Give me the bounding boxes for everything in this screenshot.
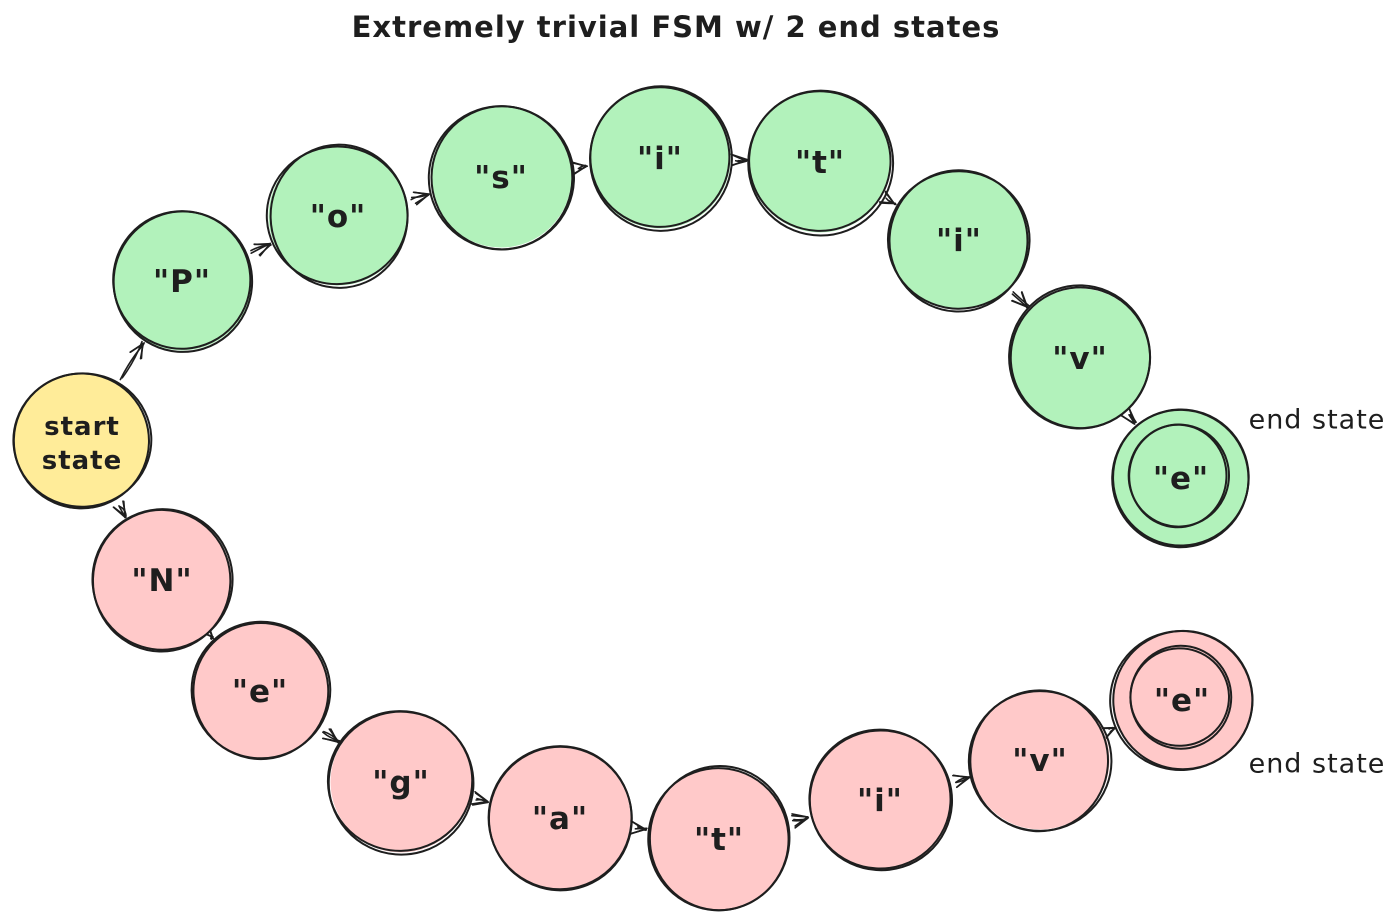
state-fill-neg-N	[92, 510, 232, 650]
state-label-pos-P: "P"	[153, 264, 211, 300]
edge-pos-i1-to-pos-t-arrowhead-icon	[730, 153, 748, 161]
edge-start-to-neg-N-arrowhead-icon	[122, 500, 127, 518]
state-label-pos-t: "t"	[795, 145, 845, 181]
edge-pos-i2-to-pos-v-arrowhead-icon	[1011, 300, 1030, 309]
edge-neg-g-to-neg-a-arrowhead-icon	[474, 792, 489, 803]
edge-neg-i-to-neg-v-arrowhead-icon	[956, 776, 970, 788]
edge-neg-g-to-neg-a-arrowhead-icon	[470, 800, 489, 805]
state-fill-pos-o	[268, 146, 408, 286]
state-circle-neg-t	[647, 767, 790, 912]
edge-pos-i2-to-pos-v-arrowhead-icon	[1020, 291, 1028, 309]
end-state-label-positive: end state	[1248, 404, 1386, 436]
state-fill-pos-P	[112, 211, 252, 351]
edge-neg-t-to-neg-i-arrowhead-icon	[791, 813, 809, 818]
state-circle-neg-g	[326, 710, 474, 852]
state-circle-pos-i2	[888, 169, 1029, 313]
state-circle-pos-v	[1009, 286, 1152, 430]
edge-neg-N-to-neg-e1	[210, 637, 213, 641]
state-label-neg-v: "v"	[1012, 743, 1068, 779]
edge-pos-o-to-pos-s-arrowhead-icon	[412, 191, 430, 195]
edge-pos-t-to-pos-i2-arrowhead-icon	[879, 202, 897, 205]
edge-pos-v-to-pos-e-end-arrowhead-icon	[1128, 406, 1135, 424]
state-label-neg-a: "a"	[532, 801, 588, 837]
state-label-start: start state	[42, 412, 123, 476]
edge-neg-g-to-neg-a-arrowhead-icon	[471, 801, 489, 806]
edge-start-to-neg-N-arrowhead-icon	[112, 506, 127, 519]
edge-neg-t-to-neg-i-arrowhead-icon	[794, 816, 809, 827]
state-fill-neg-g	[330, 711, 472, 853]
state-circle-neg-N	[91, 508, 234, 651]
edge-neg-a-to-neg-t-arrowhead-icon	[629, 827, 648, 835]
edge-pos-s-to-pos-i1-arrowhead-icon	[570, 161, 589, 167]
state-circle-start	[12, 372, 153, 508]
edge-pos-o-to-pos-s	[410, 194, 429, 199]
state-circle-neg-i	[808, 728, 952, 870]
edge-pos-P-to-pos-o-arrowhead-icon	[253, 242, 272, 246]
end-state-label-negative: end state	[1248, 748, 1386, 780]
edge-start-to-pos-P	[119, 343, 145, 381]
edge-pos-v-to-pos-e-end-arrowhead-icon	[1119, 413, 1135, 425]
edge-neg-t-to-neg-i-arrowhead-icon	[794, 816, 810, 829]
state-circle-pos-s	[427, 105, 575, 251]
state-circle-pos-i1	[589, 85, 733, 232]
state-fill-neg-a	[489, 747, 631, 889]
state-label-neg-i: "i"	[857, 783, 903, 819]
state-label-neg-e-end: "e"	[1154, 683, 1210, 719]
edge-pos-i2-to-pos-v	[1012, 291, 1030, 307]
diagram-title: Extremely trivial FSM w/ 2 end states	[351, 10, 1001, 44]
state-label-pos-i1: "i"	[637, 141, 683, 177]
edge-pos-o-to-pos-s-arrowhead-icon	[414, 194, 430, 205]
state-fill-pos-v	[1010, 288, 1150, 428]
state-circle-neg-v	[967, 690, 1113, 832]
state-circle-neg-e1	[192, 621, 330, 761]
edge-start-to-pos-P-arrowhead-icon	[140, 342, 144, 360]
state-circle-neg-a	[487, 745, 633, 891]
edge-neg-a-to-neg-t-arrowhead-icon	[630, 819, 646, 832]
state-circle-pos-o	[269, 143, 409, 289]
state-circle-pos-t	[747, 89, 895, 237]
state-fill-pos-i1	[589, 87, 731, 229]
state-fill-neg-v	[970, 690, 1110, 830]
edge-neg-e1-to-neg-g-arrowhead-icon	[321, 737, 341, 743]
state-fill-pos-t	[749, 91, 891, 233]
state-inner-circle-pos-e-end	[1127, 423, 1230, 528]
state-fill-neg-i	[809, 729, 951, 871]
state-fill-pos-i2	[889, 170, 1029, 310]
state-circle-pos-i2	[886, 170, 1031, 310]
state-label-pos-s: "s"	[474, 160, 528, 196]
state-fill-start	[14, 373, 150, 509]
state-circle-pos-e-end	[1111, 408, 1250, 549]
state-label-pos-i2: "i"	[936, 223, 982, 259]
edge-start-to-pos-P-arrowhead-icon	[129, 342, 145, 353]
state-label-pos-e-end: "e"	[1153, 461, 1209, 497]
state-fill-pos-s	[430, 106, 572, 248]
state-label-neg-t: "t"	[694, 822, 744, 858]
edge-neg-i-to-neg-v-arrowhead-icon	[952, 774, 971, 778]
edge-pos-i1-to-pos-t-arrowhead-icon	[731, 158, 748, 167]
state-label-pos-v: "v"	[1052, 341, 1108, 377]
state-label-neg-e1: "e"	[232, 674, 288, 710]
state-circle-neg-e-end	[1109, 629, 1254, 772]
state-fill-neg-t	[648, 768, 790, 910]
state-label-neg-N: "N"	[131, 563, 192, 599]
state-label-neg-g: "g"	[372, 765, 430, 801]
state-label-pos-o: "o"	[310, 199, 367, 235]
state-fill-neg-e1	[191, 622, 329, 760]
edge-pos-P-to-pos-o-arrowhead-icon	[258, 244, 272, 256]
state-inner-circle-neg-e-end	[1129, 644, 1233, 750]
state-circle-pos-P	[112, 210, 254, 353]
